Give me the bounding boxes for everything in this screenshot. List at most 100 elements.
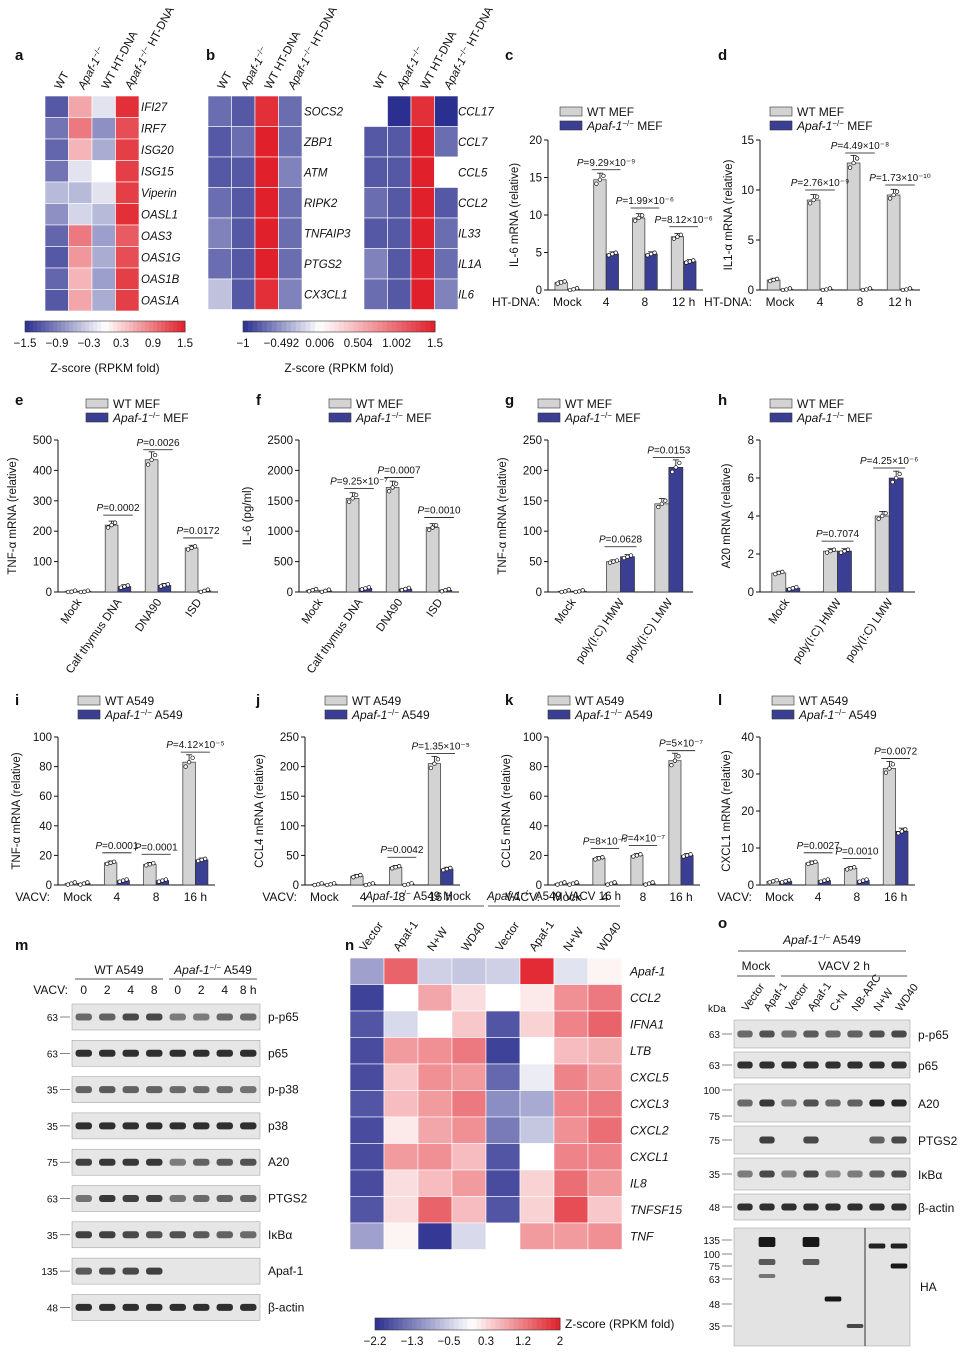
legend-label: WT A549	[575, 694, 624, 708]
colorbar-segment	[137, 321, 142, 332]
blot-band	[170, 1304, 186, 1311]
p-value-label: P=0.0001	[135, 842, 179, 853]
legend-label: WT MEF	[565, 397, 612, 411]
colorbar-segment	[121, 321, 126, 332]
y-tick-label: 40	[39, 821, 52, 833]
data-point	[664, 499, 668, 503]
chart-j: 050100150200250CCL4 mRNA (relative)Mock 4…	[254, 694, 470, 904]
colorbar-segment	[417, 1318, 422, 1330]
data-point	[672, 237, 676, 241]
data-point	[440, 589, 444, 593]
colorbar-tick: 2	[557, 1336, 563, 1348]
data-point	[901, 288, 905, 292]
data-point	[567, 588, 571, 592]
data-point	[66, 883, 70, 887]
blot-band	[240, 1304, 256, 1311]
heatmap-cell	[255, 218, 279, 249]
blot-band	[759, 1100, 774, 1107]
chart-f: 05001000150020002500IL-6 (pg/ml)MockCalf…	[242, 397, 461, 676]
tspan: =4.12×10⁻⁵	[173, 740, 225, 751]
blot-band	[99, 1122, 115, 1129]
colorbar-segment	[509, 1318, 514, 1330]
colorbar-segment	[57, 321, 62, 332]
heatmap-cell	[364, 188, 388, 219]
blot-band	[737, 1062, 752, 1069]
blot-band	[240, 1122, 256, 1129]
p-value-label: P=0.0026	[136, 438, 180, 449]
data-point	[352, 875, 356, 879]
blot-row-label: IκBα	[268, 1228, 292, 1242]
blot-band	[99, 1050, 115, 1057]
blot-strip	[72, 1186, 260, 1212]
colorbar-tick: −2.2	[364, 1336, 387, 1348]
heatmap-cell	[279, 157, 303, 188]
colorbar-segment	[117, 321, 122, 332]
data-point	[186, 548, 190, 552]
blot-band	[76, 1195, 92, 1202]
heatmap-cell	[554, 958, 588, 985]
heatmap-cell	[232, 249, 256, 280]
data-point	[153, 453, 157, 457]
heatmap-cell	[69, 118, 93, 140]
tspan: Apaf-1	[286, 56, 313, 92]
colorbar-segment	[315, 321, 320, 332]
colorbar-tick: −0.3	[78, 338, 101, 350]
legend-label: Apaf-1−/− A549	[104, 708, 183, 722]
heatmap-cell	[384, 1223, 418, 1250]
heatmap-col-label: Apaf-1	[392, 919, 421, 954]
x-prefix-label: HT-DNA:	[704, 295, 752, 309]
data-point	[784, 880, 788, 884]
x-tick-label: 8	[642, 295, 649, 309]
p-value-label: P=9.29×10⁻⁹	[577, 158, 636, 169]
colorbar-segment	[267, 321, 272, 332]
p-value-label: P=0.0002	[96, 503, 140, 514]
heatmap-cell	[279, 96, 303, 127]
heatmap-cell	[418, 1091, 452, 1118]
heatmap-cell	[69, 204, 93, 226]
bar-ko	[669, 467, 683, 592]
heatmap-cell	[388, 188, 412, 219]
heatmap-cell	[92, 96, 116, 118]
data-point	[79, 590, 83, 594]
heatmap-cell	[92, 290, 116, 312]
heatmap-cell	[554, 1117, 588, 1144]
heatmap-cell	[452, 1197, 486, 1224]
heatmap-row-label: ISG15	[141, 166, 174, 178]
heatmap-cell	[45, 204, 69, 226]
y-tick-label: 0	[536, 587, 542, 599]
blot-band	[781, 1031, 796, 1038]
lane-label: 8	[151, 983, 158, 997]
blot-band	[847, 1204, 862, 1211]
data-point	[904, 828, 908, 832]
tspan: Apaf-1	[586, 119, 622, 133]
blot-band	[76, 1304, 92, 1311]
heatmap-cell	[69, 290, 93, 312]
blot-strip	[72, 1258, 260, 1284]
heatmap-cell	[588, 1064, 622, 1091]
data-point	[354, 493, 358, 497]
blot-strip	[734, 1158, 910, 1190]
heatmap-row-label: CCL7	[458, 137, 488, 149]
y-axis-label: CXCL1 mRNA (relative)	[721, 750, 733, 872]
legend-label: Apaf-1−/− A549	[351, 708, 430, 722]
heatmap-cell	[452, 985, 486, 1012]
colorbar-segment	[248, 321, 253, 332]
data-point	[685, 854, 689, 858]
heatmap-cell	[418, 1170, 452, 1197]
colorbar-a-label: Z-score (RPKM fold)	[50, 361, 159, 375]
bar-wt	[426, 528, 439, 592]
bar-ko	[621, 557, 635, 592]
data-point	[445, 867, 449, 871]
blot-band	[240, 1159, 256, 1166]
heatmap-row-label: ISG20	[141, 145, 174, 157]
tspan: Apaf-1	[76, 56, 103, 92]
blot-row-label: p-p65	[918, 1028, 949, 1042]
lane-label: 4	[221, 983, 228, 997]
blot-band	[847, 1100, 862, 1107]
data-point	[855, 157, 859, 161]
tspan: Apaf-1	[364, 891, 399, 903]
colorbar-tick: −0.5	[438, 1336, 461, 1348]
blot-band	[240, 1014, 256, 1021]
heatmap-cell	[116, 118, 140, 140]
heatmap-cell	[384, 1117, 418, 1144]
